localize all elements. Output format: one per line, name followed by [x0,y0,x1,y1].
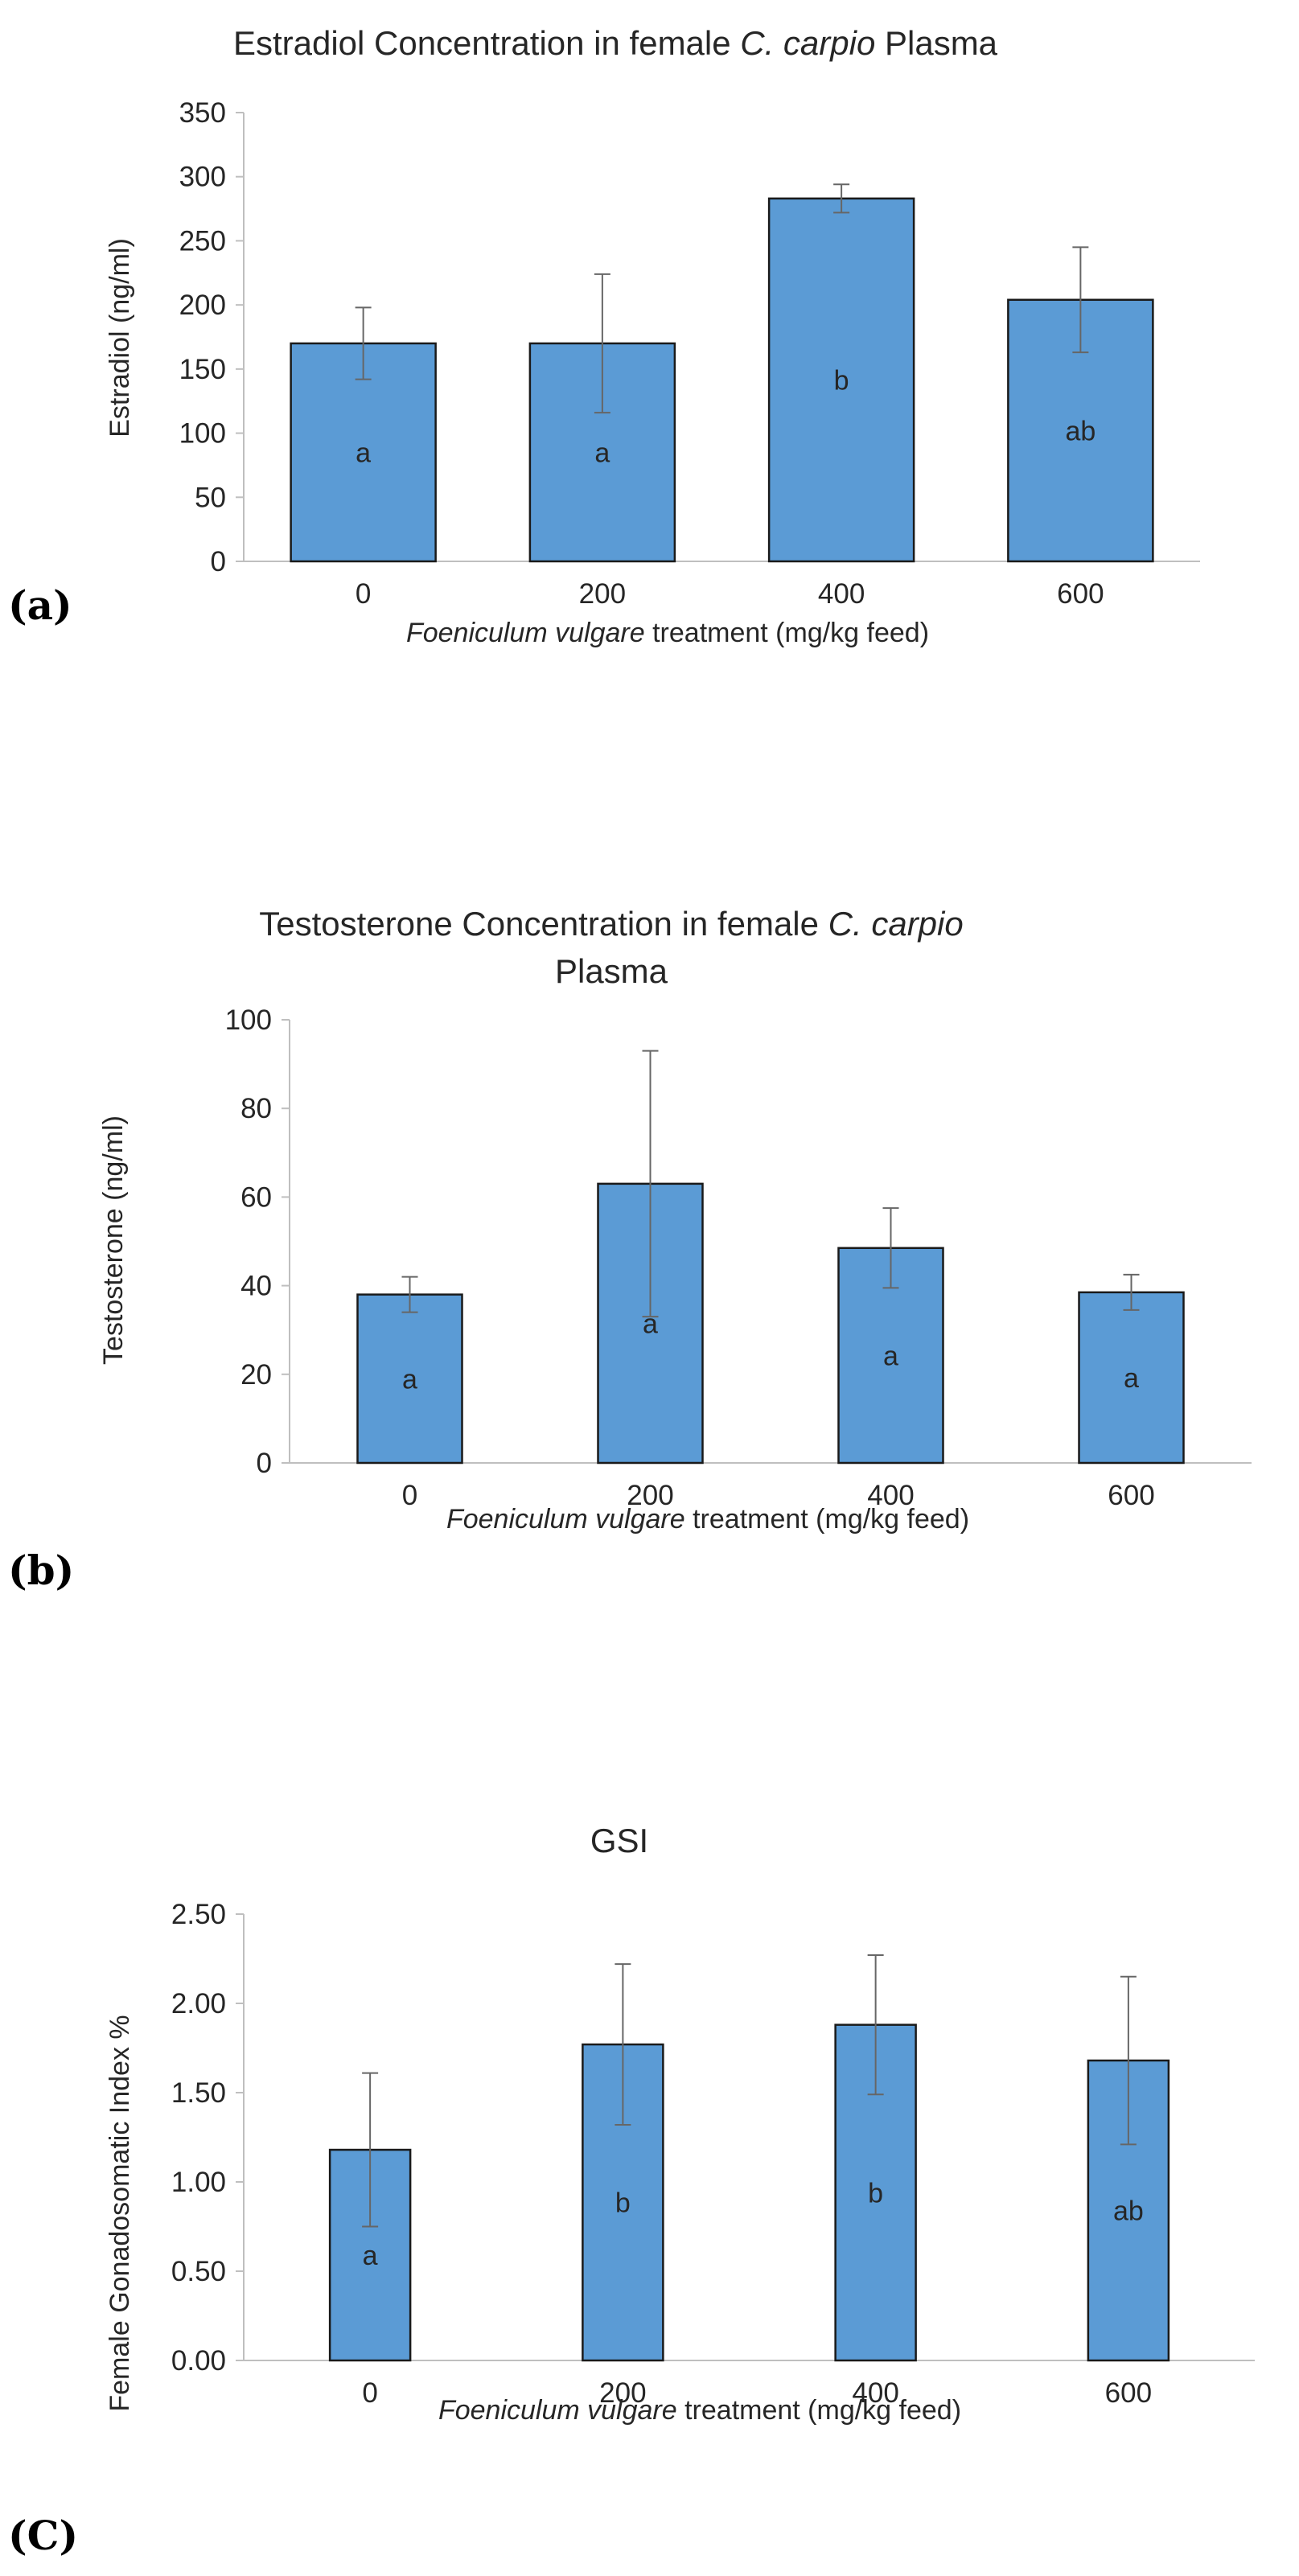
significance-letter: b [834,365,849,396]
x-tick-label: 0 [362,2377,377,2409]
y-tick-label: 60 [240,1181,272,1213]
significance-letter: a [594,438,610,468]
significance-letter: a [1124,1363,1139,1394]
significance-letter: a [402,1364,417,1395]
chart-estradiol: Estradiol Concentration in female C. car… [8,24,1200,648]
significance-letter: b [615,2188,631,2219]
bar [356,1293,463,1465]
y-tick-label: 1.50 [171,2077,226,2109]
chart-gsi: GSI Female Gonadosomatic Index % Foenicu… [8,1822,1255,2559]
x-axis-label: Foeniculum vulgare treatment (mg/kg feed… [406,618,929,648]
bar [1078,1291,1185,1465]
significance-letter: ab [1065,416,1096,446]
y-tick-label: 200 [179,290,226,321]
y-axis-label: Testosterone (ng/ml) [98,1115,129,1365]
y-tick-label: 0 [211,546,226,577]
significance-letter: a [363,2241,378,2271]
y-tick-label: 0.50 [171,2256,226,2287]
y-tick-label: 2.00 [171,1988,226,2019]
x-tick-label: 600 [1108,1480,1154,1511]
x-axis-label: Foeniculum vulgare treatment (mg/kg feed… [438,2395,961,2426]
y-tick-label: 1.00 [171,2167,226,2198]
significance-letter: ab [1113,2196,1144,2227]
x-tick-label: 600 [1105,2377,1152,2409]
significance-letter: b [868,2178,883,2208]
panel-label: (a) [8,581,72,629]
chart-title: GSI [590,1822,648,1859]
y-tick-label: 100 [179,418,226,450]
y-tick-label: 150 [179,354,226,385]
x-tick-label: 400 [867,1480,914,1511]
chart-testosterone: Testosterone Concentration in female C. … [8,905,1252,1594]
significance-letter: a [356,438,371,468]
y-axis-label: Female Gonadosomatic Index % [105,2015,135,2411]
chart-title: Testosterone Concentration in female C. … [259,905,963,943]
y-tick-label: 80 [240,1093,272,1124]
y-tick-label: 20 [240,1359,272,1391]
y-tick-label: 100 [225,1005,272,1036]
y-tick-label: 0.00 [171,2345,226,2377]
panel-label: (b) [8,1547,74,1594]
panel-label: (C) [8,2512,78,2559]
y-tick-label: 40 [240,1271,272,1302]
chart-title-line2: Plasma [555,952,668,990]
y-axis-label: Estradiol (ng/ml) [105,238,135,438]
x-tick-label: 200 [579,578,626,610]
x-tick-label: 600 [1057,578,1104,610]
y-tick-label: 250 [179,225,226,257]
x-tick-label: 0 [402,1480,417,1511]
y-tick-label: 300 [179,162,226,193]
y-tick-label: 350 [179,97,226,129]
y-tick-label: 50 [195,482,226,513]
chart-title: Estradiol Concentration in female C. car… [233,24,998,62]
significance-letter: a [883,1341,898,1371]
x-axis-label: Foeniculum vulgare treatment (mg/kg feed… [446,1504,969,1535]
y-tick-label: 0 [257,1448,272,1479]
x-tick-label: 200 [627,1480,673,1511]
x-tick-label: 400 [852,2377,898,2409]
x-tick-label: 200 [599,2377,646,2409]
x-tick-label: 0 [356,578,371,610]
y-tick-label: 2.50 [171,1899,226,1930]
significance-letter: a [643,1309,658,1339]
x-tick-label: 400 [818,578,865,610]
bar [767,197,915,563]
